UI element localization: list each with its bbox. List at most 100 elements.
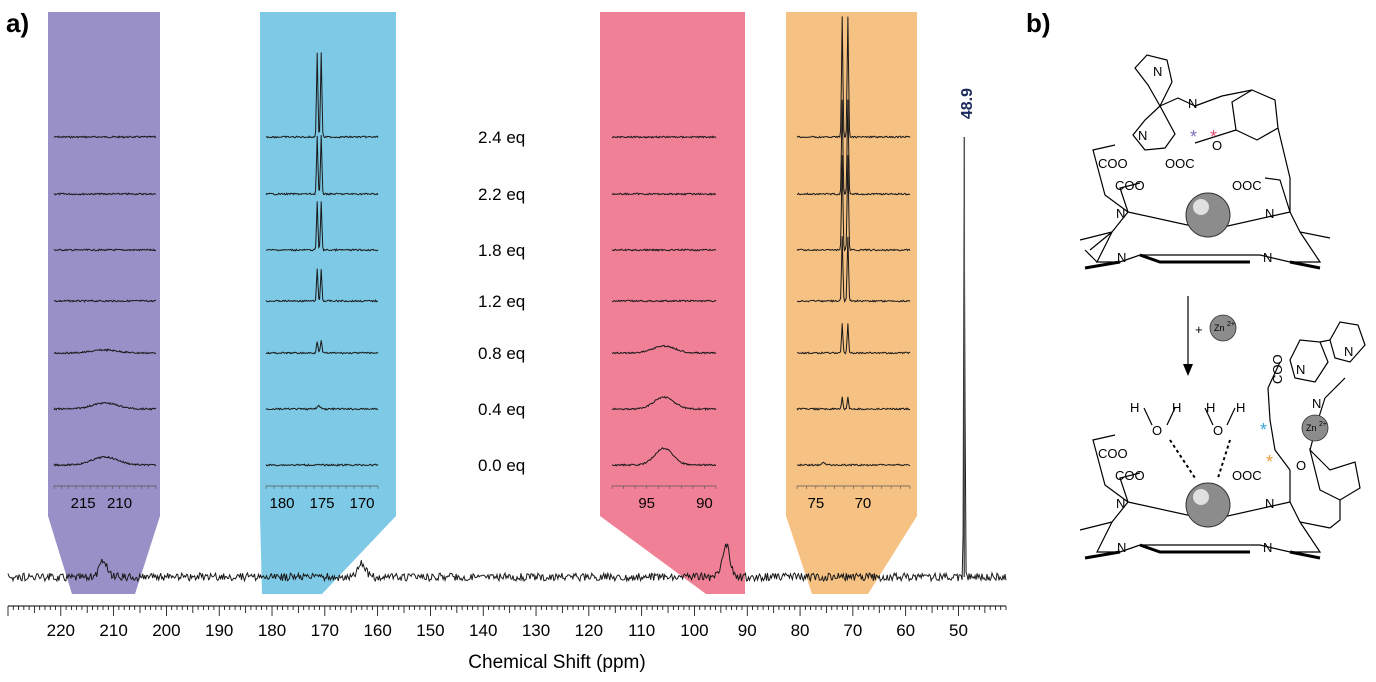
inset-trace-purple-1 bbox=[53, 192, 156, 196]
panel-label-a: a) bbox=[6, 8, 29, 38]
structure-after-zinc bbox=[1079, 321, 1366, 560]
metal-ion-bottom-highlight bbox=[1193, 489, 1209, 505]
inset-trace-blue-5 bbox=[265, 404, 379, 411]
label-h-2: H bbox=[1172, 400, 1181, 415]
metal-ion-bottom bbox=[1185, 482, 1231, 528]
label-coo-2: COO bbox=[1115, 178, 1145, 193]
label-coo-b1: COO bbox=[1098, 446, 1128, 461]
inset-trace-pink-0 bbox=[611, 135, 717, 139]
x-tick-label-10: 120 bbox=[575, 621, 603, 640]
x-tick-label-0: 220 bbox=[47, 621, 75, 640]
label-coo-b3: COO bbox=[1270, 354, 1285, 384]
label-o-water-1: O bbox=[1152, 423, 1162, 438]
label-n-pyridine-1: N bbox=[1153, 64, 1162, 79]
label-n-ring-b1: N bbox=[1116, 496, 1125, 511]
x-tick-label-9: 130 bbox=[522, 621, 550, 640]
titration-labels: 2.4 eq 2.2 eq 1.8 eq 1.2 eq 0.8 eq 0.4 eq 0.0 … bbox=[478, 128, 525, 475]
plus-sign: + bbox=[1195, 322, 1203, 337]
inset-panel-orange bbox=[786, 12, 917, 594]
inset-trace-purple-4 bbox=[54, 348, 157, 355]
star-blue: * bbox=[1260, 420, 1267, 440]
zinc-bound-charge: 2+ bbox=[1319, 421, 1327, 428]
zinc-bound-label: Zn bbox=[1306, 423, 1317, 433]
main-spectrum bbox=[7, 137, 1007, 583]
label-h-3: H bbox=[1206, 400, 1215, 415]
inset-tick-label-orange-0: 75 bbox=[807, 495, 824, 512]
label-n-pyridine-b2: N bbox=[1344, 344, 1353, 359]
inset-tick-label-purple-1: 210 bbox=[107, 495, 132, 512]
label-ooc-2: OOC bbox=[1232, 178, 1262, 193]
label-coo-b2: COO bbox=[1115, 468, 1145, 483]
x-tick-label-4: 180 bbox=[258, 621, 286, 640]
titration-label-6: 0.0 eq bbox=[478, 456, 525, 475]
x-tick-label-12: 100 bbox=[680, 621, 708, 640]
inset-tick-label-pink-0: 95 bbox=[638, 495, 655, 512]
inset-trace-orange-4 bbox=[797, 323, 911, 355]
inset-trace-orange-6 bbox=[796, 461, 911, 467]
zinc-ion-icon bbox=[1209, 314, 1237, 342]
inset-trace-orange-2 bbox=[796, 155, 911, 252]
inset-trace-purple-6 bbox=[53, 455, 157, 467]
x-tick-label-14: 80 bbox=[791, 621, 810, 640]
label-n-ring-b4: N bbox=[1263, 540, 1272, 555]
label-n-ring-b3: N bbox=[1117, 540, 1126, 555]
inset-trace-orange-5 bbox=[796, 396, 911, 411]
inset-trace-orange-0 bbox=[796, 16, 911, 139]
label-o-water-2: O bbox=[1213, 423, 1223, 438]
inset-tick-label-purple-0: 215 bbox=[71, 495, 96, 512]
label-n-ring-4: N bbox=[1263, 250, 1272, 265]
peak-label-48-9: 48.9 bbox=[959, 88, 976, 119]
inset-trace-pink-5 bbox=[611, 395, 717, 412]
label-h-4: H bbox=[1236, 400, 1245, 415]
inset-trace-pink-1 bbox=[611, 192, 716, 196]
inset-traces: 215 210 180 175 170 95 90 75 70 bbox=[53, 16, 911, 512]
label-o: O bbox=[1212, 138, 1222, 153]
x-tick-label-3: 190 bbox=[205, 621, 233, 640]
inset-tick-label-blue-1: 175 bbox=[309, 495, 334, 512]
label-o-b: O bbox=[1296, 458, 1306, 473]
inset-tick-label-pink-1: 90 bbox=[696, 495, 713, 512]
x-tick-label-16: 60 bbox=[896, 621, 915, 640]
inset-trace-purple-3 bbox=[53, 299, 157, 303]
metal-ion-top-highlight bbox=[1193, 199, 1209, 215]
inset-trace-blue-0 bbox=[265, 52, 379, 139]
inset-trace-blue-2 bbox=[265, 201, 379, 252]
titration-label-4: 0.8 eq bbox=[478, 344, 525, 363]
inset-trace-blue-4 bbox=[265, 340, 379, 355]
x-axis-title: Chemical Shift (ppm) bbox=[468, 652, 645, 673]
label-n-amine-b: N bbox=[1312, 396, 1321, 411]
inset-backgrounds bbox=[48, 12, 917, 594]
label-coo-1: COO bbox=[1098, 156, 1128, 171]
x-tick-label-1: 210 bbox=[99, 621, 127, 640]
inset-panel-blue bbox=[260, 12, 396, 594]
x-tick-label-5: 170 bbox=[311, 621, 339, 640]
titration-label-3: 1.2 eq bbox=[478, 292, 525, 311]
inset-tick-label-blue-2: 170 bbox=[349, 495, 374, 512]
star-pink: * bbox=[1210, 127, 1217, 147]
label-n-ring-2: N bbox=[1265, 206, 1274, 221]
inset-trace-purple-0 bbox=[53, 135, 157, 139]
label-n-pyridine-b1: N bbox=[1296, 362, 1305, 377]
panel-label-b: b) bbox=[1026, 8, 1051, 38]
inset-trace-blue-3 bbox=[265, 268, 379, 303]
titration-label-0: 2.4 eq bbox=[478, 128, 525, 147]
x-tick-label-8: 140 bbox=[469, 621, 497, 640]
zinc-charge: 2+ bbox=[1227, 321, 1235, 328]
inset-trace-purple-2 bbox=[53, 248, 157, 252]
inset-trace-orange-1 bbox=[796, 99, 911, 196]
main-spectrum-trace bbox=[7, 165, 1007, 583]
inset-trace-pink-2 bbox=[611, 248, 717, 252]
inset-tick-label-blue-0: 180 bbox=[269, 495, 294, 512]
star-orange: * bbox=[1266, 452, 1273, 472]
structure-before-zinc bbox=[1079, 54, 1331, 270]
inset-trace-blue-6 bbox=[265, 463, 379, 467]
inset-trace-pink-3 bbox=[611, 299, 717, 303]
label-n-ring-1: N bbox=[1116, 206, 1125, 221]
inset-tick-label-orange-1: 70 bbox=[855, 495, 872, 512]
titration-label-1: 2.2 eq bbox=[478, 185, 525, 204]
inset-trace-purple-5 bbox=[53, 401, 157, 411]
x-tick-label-2: 200 bbox=[152, 621, 180, 640]
structure-after-labels: H H H H O O COO COO COO OOC O N N N N N … bbox=[1098, 344, 1353, 555]
label-n-pyridine-2: N bbox=[1138, 128, 1147, 143]
